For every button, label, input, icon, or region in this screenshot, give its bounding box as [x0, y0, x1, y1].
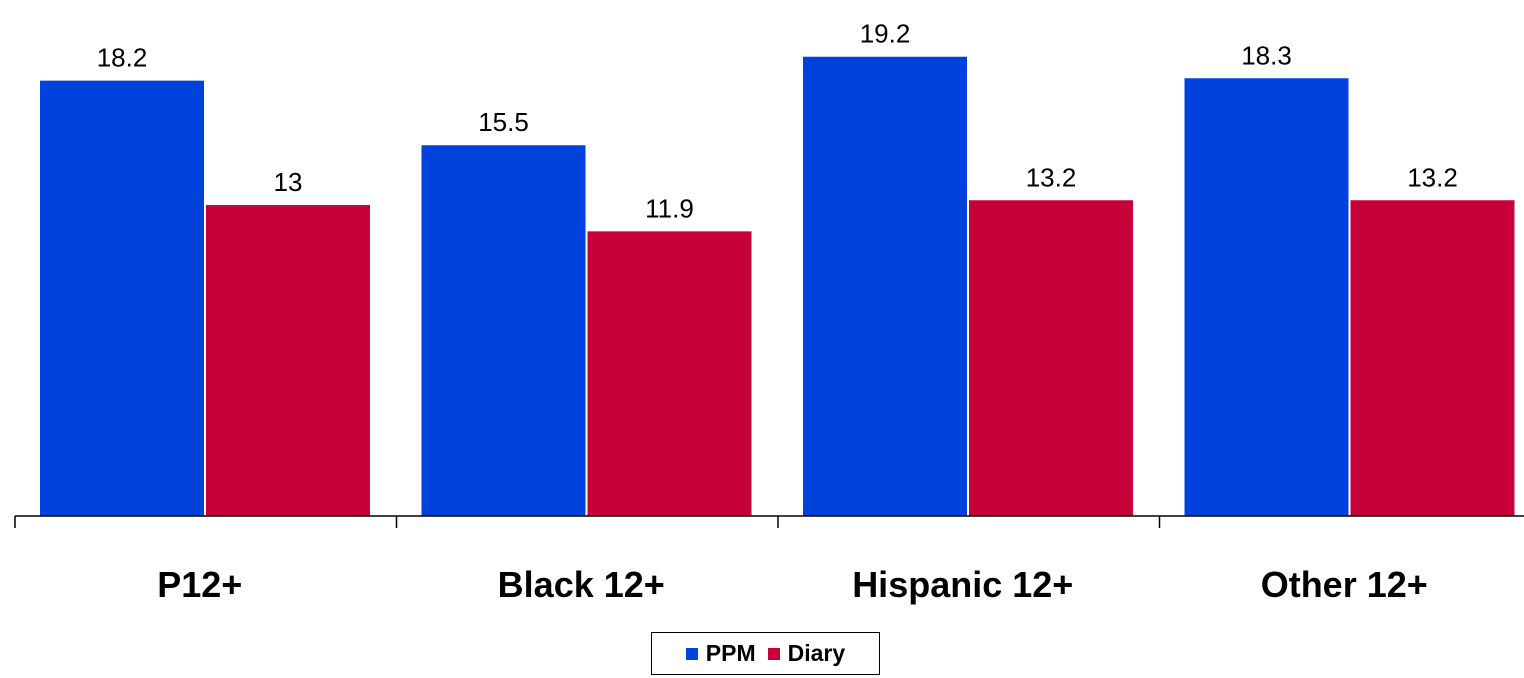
value-label-diary-1: 11.9: [645, 193, 694, 223]
value-labels-layer: 18.2 13 15.5 11.9 19.2 13.2 18.3 13.2: [97, 19, 1458, 224]
category-label-0: P12+: [157, 564, 242, 605]
value-label-ppm-3: 18.3: [1241, 40, 1292, 70]
bar-ppm-0: [40, 80, 204, 516]
legend-item-ppm: PPM: [685, 640, 756, 667]
category-label-3: Other 12+: [1261, 564, 1428, 605]
legend-label-ppm: PPM: [705, 640, 756, 666]
category-label-2: Hispanic 12+: [852, 564, 1073, 605]
value-label-diary-3: 13.2: [1407, 162, 1458, 192]
legend-swatch-ppm: [685, 647, 698, 660]
bar-diary-0: [206, 205, 370, 517]
category-labels-layer: P12+ Black 12+ Hispanic 12+ Other 12+: [157, 564, 1428, 605]
x-axis: [14, 515, 1524, 528]
value-label-diary-0: 13: [274, 167, 303, 197]
value-label-diary-2: 13.2: [1026, 162, 1077, 192]
bar-ppm-3: [1184, 78, 1349, 516]
bar-diary-1: [587, 231, 752, 517]
bar-diary-3: [1350, 200, 1515, 517]
value-label-ppm-1: 15.5: [478, 107, 529, 137]
bar-diary-2: [969, 200, 1133, 517]
value-label-ppm-2: 19.2: [860, 19, 911, 49]
value-label-ppm-0: 18.2: [97, 43, 148, 73]
legend-item-diary: Diary: [767, 640, 846, 667]
bars-layer: [40, 56, 1515, 517]
bar-ppm-1: [421, 145, 586, 517]
legend: PPM Diary: [651, 632, 880, 675]
legend-swatch-diary: [767, 647, 780, 660]
bar-ppm-2: [803, 56, 967, 517]
category-label-1: Black 12+: [498, 564, 665, 605]
legend-label-diary: Diary: [787, 640, 846, 666]
bar-chart: 18.2 13 15.5 11.9 19.2 13.2 18.3 13.2 P12+ Black…: [14, 19, 1524, 605]
